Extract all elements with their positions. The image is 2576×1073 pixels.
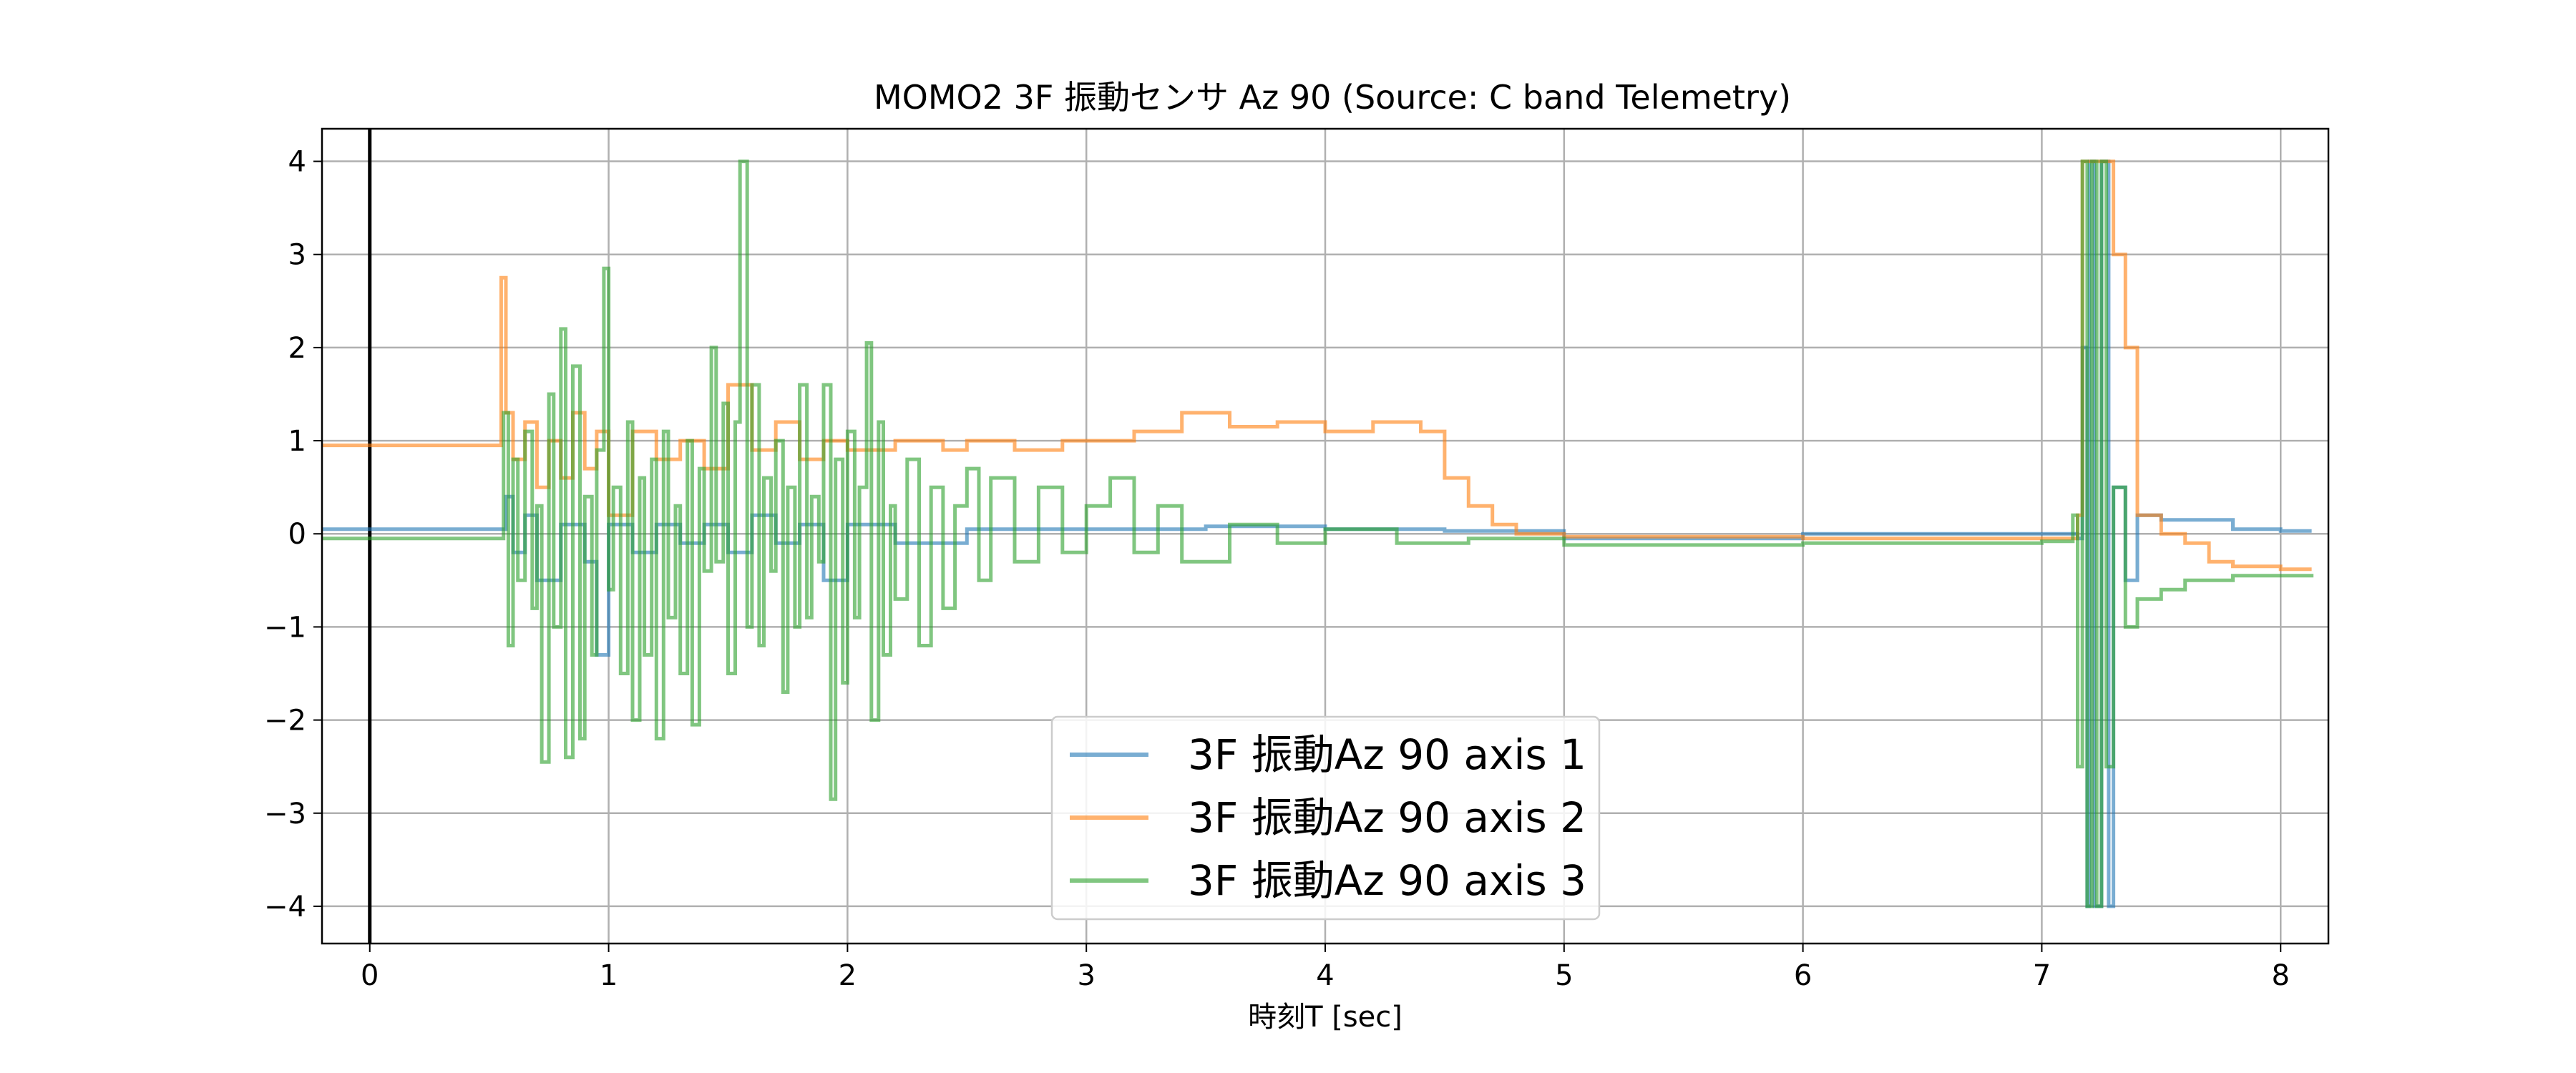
x-axis-label: 時刻T [sec] bbox=[1248, 1001, 1402, 1034]
y-tick-label: −3 bbox=[264, 798, 306, 831]
x-axis-ticks: 0 1 2 3 4 5 6 7 8 bbox=[361, 944, 2290, 992]
y-tick-label: −2 bbox=[264, 705, 306, 738]
y-tick-label: −4 bbox=[264, 891, 306, 923]
x-tick-label: 3 bbox=[1077, 959, 1095, 992]
y-tick-label: 2 bbox=[288, 332, 306, 365]
legend-box bbox=[1050, 715, 1601, 921]
chart-title: MOMO2 3F 振動センサ Az 90 (Source: C band Tel… bbox=[874, 78, 1791, 117]
legend-label-axis-3: 3F 振動Az 90 axis 3 bbox=[1188, 856, 1586, 905]
x-tick-label: 7 bbox=[2033, 959, 2051, 992]
y-tick-label: 4 bbox=[288, 146, 306, 179]
legend: 3F 振動Az 90 axis 1 3F 振動Az 90 axis 2 3F 振動A… bbox=[1050, 715, 1601, 921]
x-tick-label: 2 bbox=[839, 959, 857, 992]
y-tick-label: 0 bbox=[288, 518, 306, 551]
legend-items: 3F 振動Az 90 axis 1 3F 振動Az 90 axis 2 3F 振動A… bbox=[1070, 730, 1586, 905]
x-tick-label: 1 bbox=[600, 959, 618, 992]
series-line-axis-3 bbox=[322, 160, 2314, 908]
x-tick-label: 4 bbox=[1316, 959, 1334, 992]
y-axis-ticks: 4 3 2 1 0 −1 −2 −3 −4 bbox=[264, 146, 322, 923]
x-tick-label: 5 bbox=[1555, 959, 1573, 992]
x-tick-label: 0 bbox=[361, 959, 379, 992]
data-series bbox=[322, 160, 2314, 908]
y-tick-label: 3 bbox=[288, 239, 306, 272]
y-tick-label: −1 bbox=[264, 611, 306, 644]
y-tick-label: 1 bbox=[288, 425, 306, 458]
legend-label-axis-1: 3F 振動Az 90 axis 1 bbox=[1188, 730, 1586, 779]
x-tick-label: 8 bbox=[2272, 959, 2290, 992]
legend-label-axis-2: 3F 振動Az 90 axis 2 bbox=[1188, 793, 1586, 842]
x-tick-label: 6 bbox=[1794, 959, 1812, 992]
